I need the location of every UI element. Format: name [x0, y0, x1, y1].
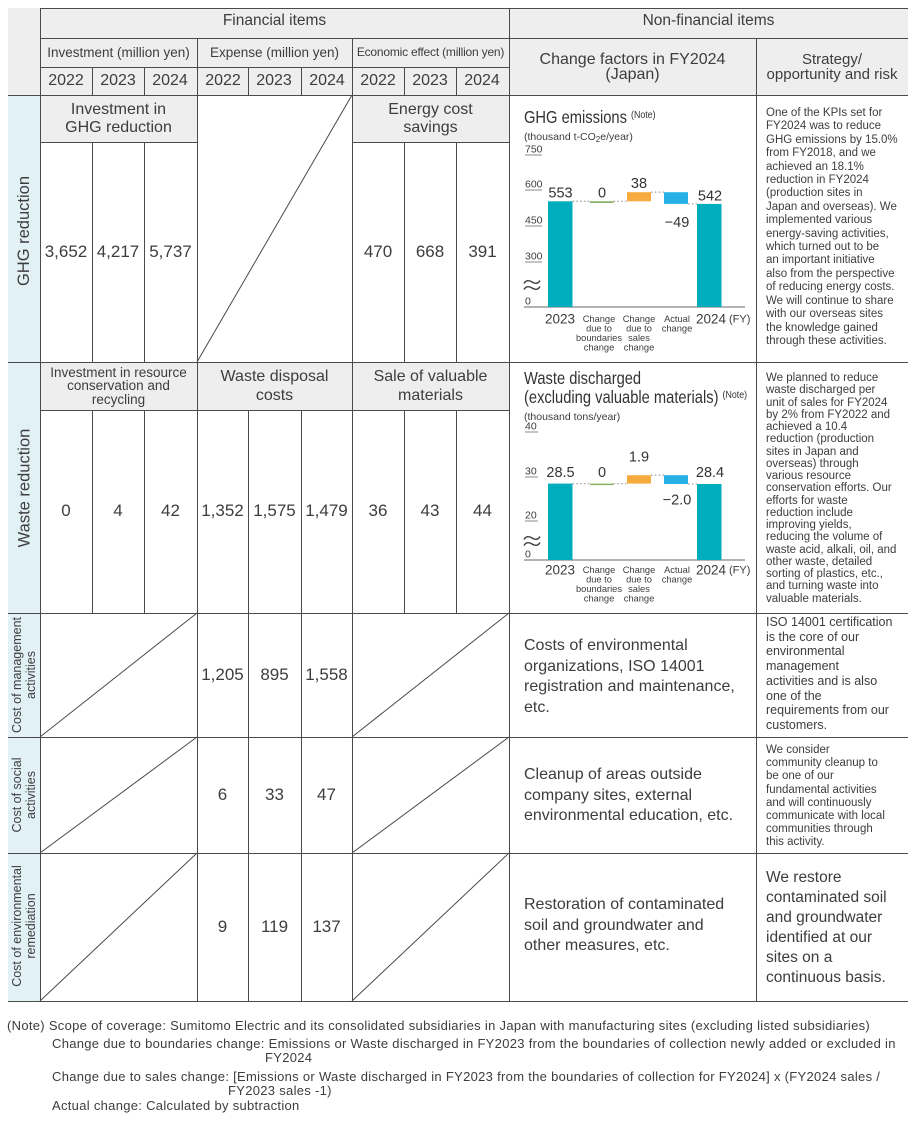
svg-text:300: 300 [525, 251, 543, 263]
svg-text:28.4: 28.4 [696, 465, 724, 481]
svg-text:2023: 2023 [545, 312, 575, 327]
svg-text:450: 450 [525, 215, 543, 227]
svg-text:Actual: Actual [664, 565, 690, 575]
svg-text:Change: Change [583, 314, 616, 324]
svg-text:20: 20 [525, 510, 537, 522]
svg-text:Change: Change [623, 565, 656, 575]
svg-text:38: 38 [631, 176, 647, 192]
svg-text:2023: 2023 [545, 563, 575, 578]
svg-text:2024: 2024 [696, 563, 727, 578]
svg-text:553: 553 [548, 186, 572, 202]
svg-text:30: 30 [525, 466, 537, 478]
svg-text:0: 0 [598, 186, 606, 202]
svg-text:due to: due to [586, 324, 612, 334]
svg-text:change: change [624, 343, 655, 353]
svg-text:boundaries: boundaries [576, 584, 622, 594]
svg-text:Change: Change [623, 314, 656, 324]
svg-text:(FY): (FY) [729, 565, 750, 577]
svg-text:boundaries: boundaries [576, 333, 622, 343]
svg-text:change: change [584, 594, 615, 604]
svg-text:change: change [662, 575, 693, 585]
svg-text:sales: sales [628, 333, 650, 343]
svg-text:28.5: 28.5 [546, 465, 574, 481]
svg-text:40: 40 [525, 421, 537, 433]
svg-text:change: change [662, 324, 693, 334]
svg-text:0: 0 [525, 549, 531, 561]
svg-text:due to: due to [626, 324, 652, 334]
svg-text:(FY): (FY) [729, 314, 750, 326]
svg-text:750: 750 [525, 144, 543, 156]
svg-text:0: 0 [525, 296, 531, 308]
svg-text:change: change [624, 594, 655, 604]
svg-text:0: 0 [598, 465, 606, 481]
svg-text:due to: due to [626, 575, 652, 585]
svg-text:−2.0: −2.0 [663, 493, 692, 509]
svg-text:600: 600 [525, 179, 543, 191]
svg-text:542: 542 [698, 189, 722, 205]
svg-text:change: change [584, 343, 615, 353]
svg-text:2024: 2024 [696, 312, 727, 327]
svg-text:sales: sales [628, 584, 650, 594]
svg-text:−49: −49 [665, 215, 690, 231]
svg-text:1.9: 1.9 [629, 450, 649, 466]
svg-text:Actual: Actual [664, 314, 690, 324]
svg-text:due to: due to [586, 575, 612, 585]
svg-text:Change: Change [583, 565, 616, 575]
